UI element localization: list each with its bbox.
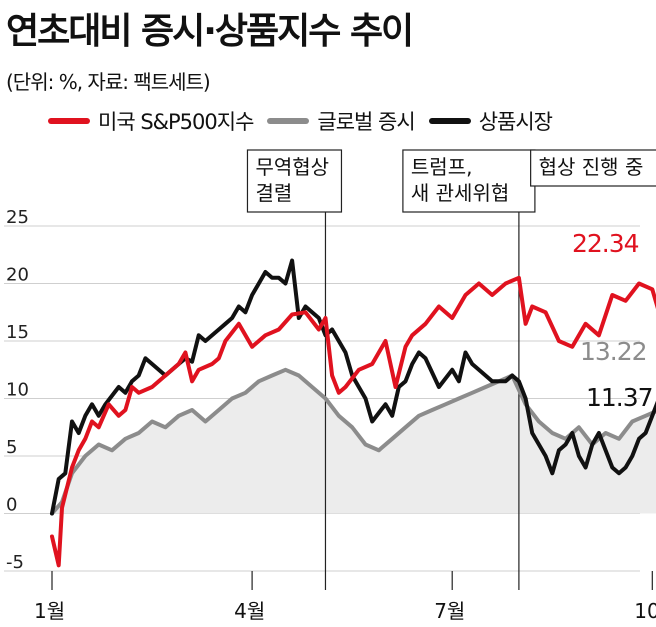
y-tick-label: 5	[6, 437, 17, 458]
annotation-box	[530, 149, 656, 187]
legend-label-sp500: 미국 S&P500지수	[98, 110, 254, 134]
legend-label-global: 글로벌 증시	[317, 110, 415, 134]
legend-swatch-commodity	[428, 118, 471, 124]
legend-swatch-sp500	[48, 118, 90, 124]
x-tick-label: 10월	[634, 599, 656, 623]
x-tick-label: 4월	[234, 599, 265, 623]
legend: 미국 S&P500지수 글로벌 증시 상품시장	[48, 106, 566, 136]
annotation-box	[402, 149, 536, 213]
series-line-sp500	[50, 275, 656, 568]
legend-item-commodity: 상품시장	[428, 106, 553, 136]
y-tick-label: 20	[6, 265, 29, 286]
y-tick-label: 15	[6, 322, 29, 343]
legend-item-sp500: 미국 S&P500지수	[48, 106, 254, 136]
end-label-commodity: 11.37	[586, 383, 653, 412]
y-tick-label: 25	[6, 207, 29, 228]
annotation-box	[246, 149, 343, 213]
chart-subtitle: (단위: %, 자료: 팩트세트)	[6, 70, 211, 94]
y-tick-label: 10	[6, 380, 29, 401]
shaded-area	[52, 369, 656, 514]
x-tick-label: 1월	[34, 599, 65, 623]
annotation-text: 무역협상	[255, 155, 329, 179]
annotation-text: 새 관세위협	[411, 181, 509, 205]
legend-label-commodity: 상품시장	[478, 110, 553, 134]
annotation-text: 협상 진행 중	[539, 155, 644, 179]
series-line-global	[50, 367, 656, 516]
end-label-global: 13.22	[580, 337, 647, 366]
annotation-text: 결렬	[255, 181, 292, 205]
legend-item-global: 글로벌 증시	[267, 106, 416, 136]
legend-swatch-global	[267, 118, 310, 124]
x-tick-label: 7월	[434, 599, 465, 623]
chart-title: 연초대비 증시·상품지수 추이	[6, 11, 414, 52]
end-label-sp500: 22.34	[572, 229, 639, 258]
y-tick-label: 0	[6, 495, 17, 516]
y-tick-label: -5	[6, 552, 24, 573]
annotation-text: 트럼프,	[411, 155, 473, 179]
